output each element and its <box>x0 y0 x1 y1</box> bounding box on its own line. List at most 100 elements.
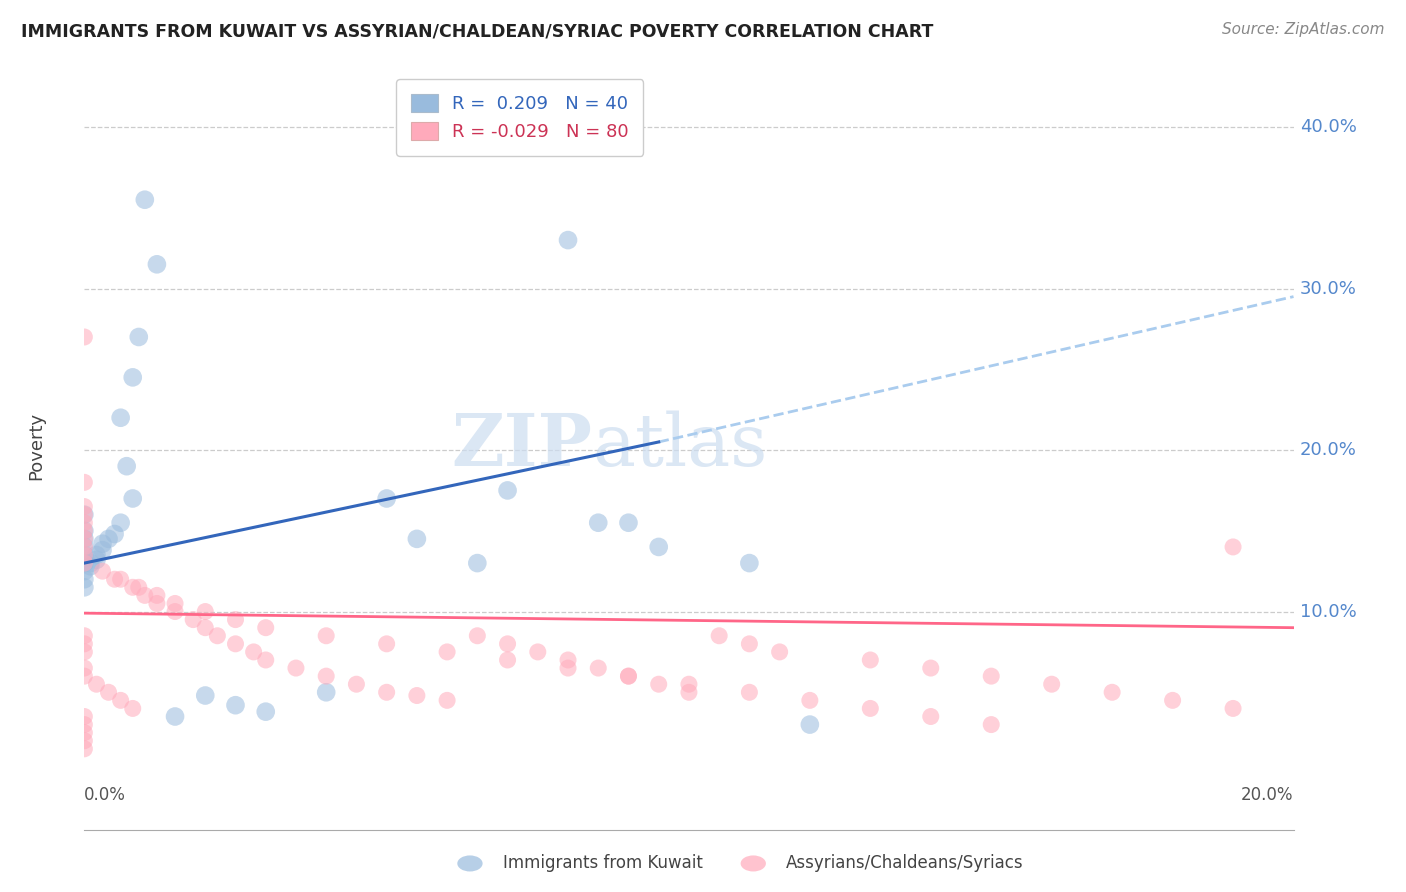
Point <box>496 653 519 667</box>
Point <box>678 685 700 699</box>
Point <box>73 645 96 659</box>
Point <box>1101 685 1123 699</box>
Point <box>254 705 277 719</box>
Point <box>73 725 96 739</box>
Point <box>86 553 108 567</box>
Point <box>73 741 96 756</box>
Text: ZIP: ZIP <box>451 410 592 482</box>
Point <box>73 564 96 578</box>
Legend: R =  0.209   N = 40, R = -0.029   N = 80: R = 0.209 N = 40, R = -0.029 N = 80 <box>396 79 643 156</box>
Point <box>73 580 96 594</box>
Point <box>799 693 821 707</box>
Point <box>467 556 489 570</box>
Point <box>738 685 761 699</box>
Text: 20.0%: 20.0% <box>1299 441 1357 459</box>
Point <box>225 613 247 627</box>
Point <box>207 629 229 643</box>
Point <box>79 556 101 570</box>
Point <box>738 556 761 570</box>
Point <box>242 645 264 659</box>
Point <box>557 233 579 247</box>
Point <box>194 621 217 635</box>
Point <box>128 580 150 594</box>
Point <box>315 669 337 683</box>
Point <box>648 677 671 691</box>
Text: 20.0%: 20.0% <box>1241 786 1294 804</box>
Point <box>346 677 368 691</box>
Point <box>225 698 247 713</box>
Point <box>121 370 143 384</box>
Point <box>588 661 610 675</box>
Point <box>436 693 458 707</box>
Point <box>73 475 96 490</box>
Point <box>1040 677 1063 691</box>
Point <box>617 516 640 530</box>
Point <box>73 709 96 723</box>
Point <box>194 689 217 703</box>
Point <box>920 709 942 723</box>
Point <box>920 661 942 675</box>
Point <box>859 701 882 715</box>
Point <box>617 669 640 683</box>
Point <box>527 645 550 659</box>
Point <box>73 540 96 554</box>
Point <box>134 588 156 602</box>
Point <box>104 572 127 586</box>
Point <box>165 605 187 619</box>
Point <box>73 540 96 554</box>
Point <box>406 532 429 546</box>
Point <box>165 597 187 611</box>
Text: Assyrians/Chaldeans/Syriacs: Assyrians/Chaldeans/Syriacs <box>786 855 1024 872</box>
Point <box>194 605 217 619</box>
Point <box>375 685 398 699</box>
Text: Source: ZipAtlas.com: Source: ZipAtlas.com <box>1222 22 1385 37</box>
Point <box>146 588 169 602</box>
Text: Poverty: Poverty <box>27 412 45 480</box>
Point <box>678 677 700 691</box>
Point <box>97 532 120 546</box>
Point <box>91 564 114 578</box>
Point <box>146 597 169 611</box>
Point <box>73 548 96 562</box>
Point <box>496 637 519 651</box>
Point <box>91 543 114 558</box>
Point <box>73 548 96 562</box>
Point <box>86 548 108 562</box>
Point <box>557 653 579 667</box>
Point <box>73 556 96 570</box>
Point <box>73 508 96 522</box>
Text: 30.0%: 30.0% <box>1299 279 1357 298</box>
Point <box>1222 701 1244 715</box>
Point <box>128 330 150 344</box>
Text: IMMIGRANTS FROM KUWAIT VS ASSYRIAN/CHALDEAN/SYRIAC POVERTY CORRELATION CHART: IMMIGRANTS FROM KUWAIT VS ASSYRIAN/CHALD… <box>21 22 934 40</box>
Point <box>134 193 156 207</box>
Point <box>110 693 132 707</box>
Point <box>73 532 96 546</box>
Point <box>165 709 187 723</box>
Point <box>980 717 1002 731</box>
Point <box>97 685 120 699</box>
Point <box>73 661 96 675</box>
Point <box>980 669 1002 683</box>
Point <box>121 701 143 715</box>
Point <box>73 532 96 546</box>
Point <box>110 572 132 586</box>
Point <box>1161 693 1184 707</box>
Point <box>104 527 127 541</box>
Point <box>799 717 821 731</box>
Point <box>859 653 882 667</box>
Point <box>121 580 143 594</box>
Point <box>73 637 96 651</box>
Point <box>73 556 96 570</box>
Point <box>254 653 277 667</box>
Point <box>709 629 731 643</box>
Point <box>181 613 204 627</box>
Point <box>73 330 96 344</box>
Point <box>315 685 337 699</box>
Point <box>225 637 247 651</box>
Point <box>588 516 610 530</box>
Point <box>617 669 640 683</box>
Point <box>146 257 169 271</box>
Text: 0.0%: 0.0% <box>84 786 127 804</box>
Point <box>73 524 96 538</box>
